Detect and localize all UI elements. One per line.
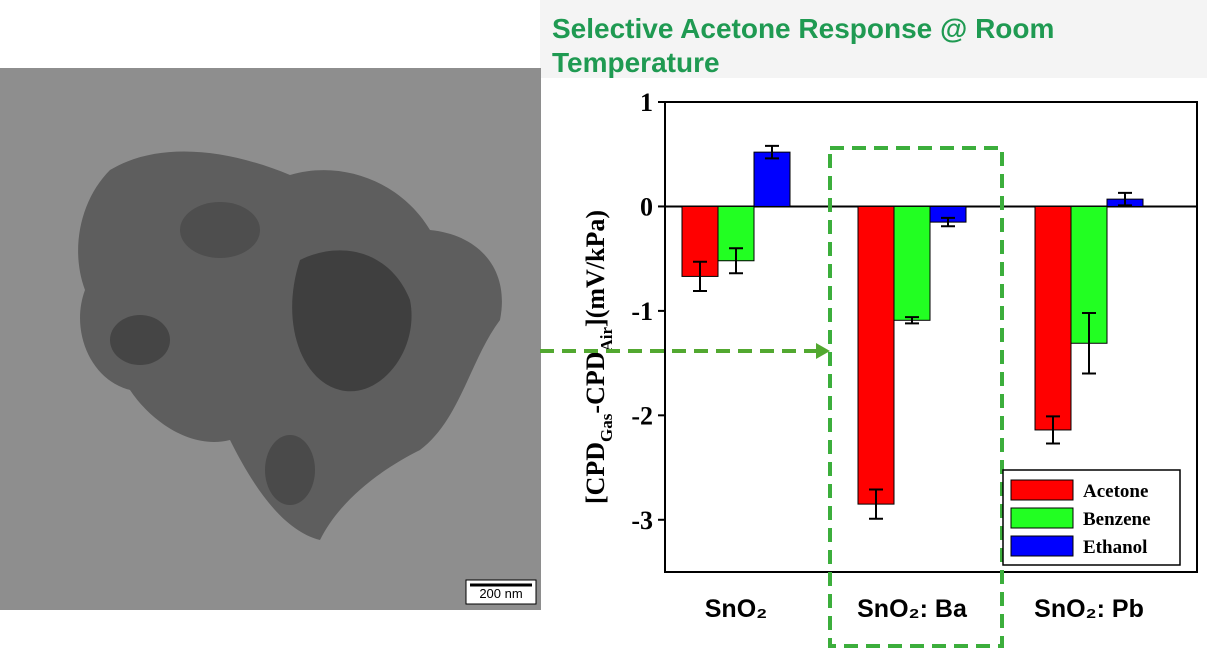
- legend-swatch: [1010, 535, 1074, 557]
- error-bar: [905, 316, 919, 325]
- y-axis-label-part: [CPD: [581, 442, 610, 504]
- legend-label: Benzene: [1083, 509, 1151, 530]
- legend-label: Acetone: [1083, 481, 1148, 502]
- y-tick-label: -1: [631, 297, 653, 326]
- error-bar: [1118, 191, 1132, 207]
- error-bar: [765, 144, 779, 160]
- legend-swatch: [1010, 507, 1074, 529]
- legend-label: Ethanol: [1083, 537, 1147, 558]
- x-tick-label: SnO₂: Ba: [857, 595, 968, 623]
- error-bar: [869, 488, 883, 520]
- title-band: [540, 0, 1207, 78]
- bar: [753, 151, 791, 207]
- bar: [1034, 205, 1072, 431]
- y-axis-label-part: Gas: [597, 413, 616, 442]
- y-tick-label: 1: [640, 88, 653, 117]
- error-bar: [729, 247, 743, 275]
- y-tick-label: -2: [631, 401, 653, 430]
- tem-image: 200 nm: [0, 68, 541, 610]
- error-bar: [693, 260, 707, 293]
- chart-title: Selective Acetone Response @ Room Tempera…: [552, 13, 1054, 78]
- error-bar: [941, 216, 955, 228]
- x-tick-label: SnO₂: Pb: [1034, 595, 1144, 623]
- y-tick-label: -3: [631, 506, 653, 535]
- error-bar: [1082, 311, 1096, 375]
- scale-bar-label: 200 nm: [479, 586, 522, 601]
- plot-frame: [664, 101, 1198, 573]
- error-bar: [1046, 415, 1060, 445]
- y-tick-label: 0: [640, 192, 653, 221]
- arrow-head: [816, 343, 830, 359]
- y-axis-label-part: -CPD: [581, 352, 610, 414]
- x-tick-label: SnO₂: [705, 595, 768, 623]
- y-axis-label: [CPDGas-CPDAir](mV/kPa): [581, 210, 616, 504]
- y-axis-label-part: ](mV/kPa): [581, 210, 610, 327]
- bar: [893, 205, 931, 321]
- y-axis-label-part: Air: [597, 327, 616, 352]
- bar: [857, 205, 895, 505]
- legend-swatch: [1010, 479, 1074, 501]
- highlight-box: [828, 146, 1004, 648]
